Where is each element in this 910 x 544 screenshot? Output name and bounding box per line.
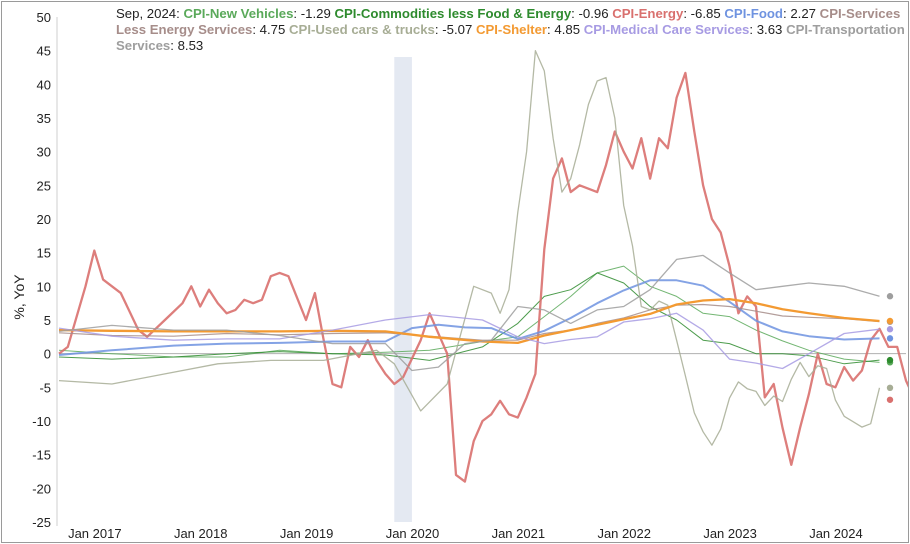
series-line xyxy=(58,71,908,483)
legend-series-name: CPI-New Vehicles xyxy=(183,6,294,21)
legend-series-name: CPI-Food xyxy=(724,6,783,21)
series-end-dot xyxy=(886,326,894,333)
series-end-dot xyxy=(886,384,894,392)
series-line xyxy=(58,50,881,446)
series-line xyxy=(58,279,880,356)
y-tick-label: 0 xyxy=(44,347,51,362)
y-tick-label: 5 xyxy=(44,313,51,328)
series-end-dot xyxy=(886,396,894,403)
y-tick-label: -25 xyxy=(32,515,51,530)
legend-series-value: : -5.07 xyxy=(434,22,476,37)
series-end-dot xyxy=(886,356,894,364)
y-tick-label: 30 xyxy=(37,145,51,160)
legend-series-value: : 4.75 xyxy=(252,22,290,37)
x-tick-label: Jan 2018 xyxy=(174,526,228,541)
legend-date: Sep, 2024: xyxy=(116,6,180,21)
recession-band xyxy=(394,57,412,522)
legend-series-name: CPI-Commodities less Food & Energy xyxy=(334,6,572,21)
chart-series xyxy=(58,50,908,483)
series-line xyxy=(58,254,880,372)
y-tick-label: 20 xyxy=(37,212,51,227)
x-tick-label: Jan 2022 xyxy=(597,526,651,541)
legend-item: CPI-Energy: -6.85 xyxy=(612,6,724,21)
legend-series-name: CPI-Energy xyxy=(612,6,684,21)
legend-series-name: CPI-Services Less Energy Services xyxy=(116,6,901,37)
y-tick-label: 35 xyxy=(37,111,51,126)
legend-item: CPI-Shelter: 4.85 xyxy=(476,22,584,37)
legend-series-value: : 3.63 xyxy=(749,22,787,37)
y-tick-label: -10 xyxy=(32,414,51,429)
legend-series-name: CPI-Transportation Services xyxy=(116,22,905,53)
series-end-dot xyxy=(886,317,894,325)
y-tick-label: -5 xyxy=(39,380,51,395)
legend-item: CPI-Used cars & trucks: -5.07 xyxy=(289,22,476,37)
series-line xyxy=(58,297,880,345)
x-tick-label: Jan 2023 xyxy=(703,526,757,541)
y-tick-label: 40 xyxy=(37,77,51,92)
legend-item: CPI-Transportation Services: 8.53 xyxy=(116,22,905,53)
y-tick-label: 25 xyxy=(37,178,51,193)
legend-series-name: CPI-Used cars & trucks xyxy=(289,22,435,37)
x-tick-label: Jan 2019 xyxy=(280,526,334,541)
legend-series-name: CPI-Shelter xyxy=(475,22,548,37)
x-tick-label: Jan 2024 xyxy=(809,526,863,541)
series-end-dot xyxy=(886,293,894,300)
x-tick-label: Jan 2017 xyxy=(68,526,122,541)
y-tick-label: 15 xyxy=(37,246,51,261)
y-tick-label: 10 xyxy=(37,279,51,294)
legend-series-value: : -0.96 xyxy=(571,6,613,21)
legend-item: CPI-Commodities less Food & Energy: -0.9… xyxy=(334,6,612,21)
legend-item: CPI-Food: 2.27 xyxy=(724,6,819,21)
chart-legend: Sep, 2024: CPI-New Vehicles: -1.29 CPI-C… xyxy=(116,6,906,54)
series-line xyxy=(58,272,880,365)
series-end-dot xyxy=(886,335,894,342)
legend-series-value: : 4.85 xyxy=(547,22,584,37)
series-line xyxy=(58,312,880,370)
y-tick-label: -20 xyxy=(32,481,51,496)
legend-series-value: : -6.85 xyxy=(683,6,725,21)
legend-series-value: : 2.27 xyxy=(783,6,820,21)
x-tick-label: Jan 2020 xyxy=(386,526,440,541)
y-tick-label: -15 xyxy=(32,448,51,463)
legend-item: CPI-Medical Care Services: 3.63 xyxy=(584,22,786,37)
y-tick-label: 45 xyxy=(37,44,51,59)
y-axis-label: %, YoY xyxy=(11,274,27,320)
legend-item: CPI-Services Less Energy Services: 4.75 xyxy=(116,6,900,37)
legend-series-value: : -1.29 xyxy=(293,6,335,21)
chart-end-dots xyxy=(886,293,894,403)
x-tick-label: Jan 2021 xyxy=(492,526,546,541)
y-tick-label: 50 xyxy=(37,10,51,25)
legend-item: CPI-New Vehicles: -1.29 xyxy=(183,6,334,21)
legend-series-value: : 8.53 xyxy=(170,38,204,53)
legend-series-name: CPI-Medical Care Services xyxy=(583,22,750,37)
